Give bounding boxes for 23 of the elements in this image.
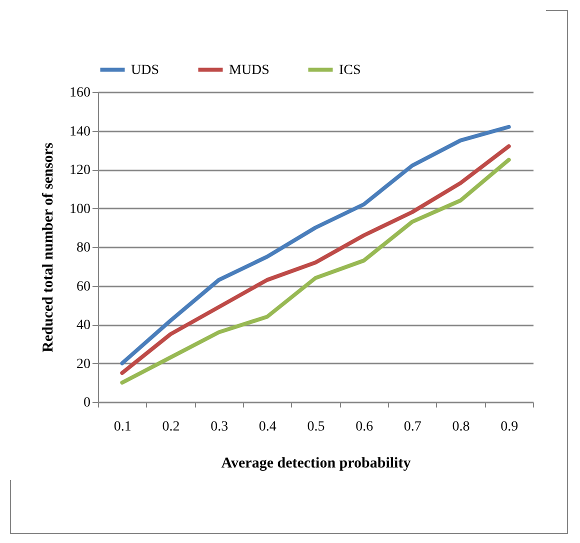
x-tick-label: 0.4 (258, 420, 276, 434)
x-tick-label: 0.1 (114, 420, 132, 434)
legend-label: ICS (339, 62, 361, 78)
x-tick-label: 0.7 (404, 420, 422, 434)
x-tick-label: 0.5 (307, 420, 325, 434)
x-tick-label: 0.8 (452, 420, 470, 434)
y-tick-label: 120 (70, 163, 90, 178)
y-axis-title: Reduced total number of sensors (40, 142, 56, 352)
y-tick-label: 0 (84, 396, 90, 410)
y-tick-label: 40 (76, 318, 90, 333)
x-tick-label: 0.6 (356, 420, 374, 434)
x-axis-title: Average detection probability (221, 456, 412, 472)
y-tick-label: 20 (76, 356, 90, 372)
legend-label: UDS (131, 62, 160, 78)
y-tick-label: 100 (70, 202, 90, 217)
y-tick-label: 80 (76, 240, 90, 256)
x-tick-label: 0.3 (210, 420, 228, 434)
y-tick-label: 60 (76, 279, 90, 294)
x-tick-label: 0.9 (500, 420, 518, 434)
y-tick-label: 140 (70, 124, 90, 140)
x-tick-label: 0.2 (162, 420, 180, 434)
legend-label: MUDS (229, 62, 270, 78)
y-tick-label: 160 (70, 86, 90, 100)
